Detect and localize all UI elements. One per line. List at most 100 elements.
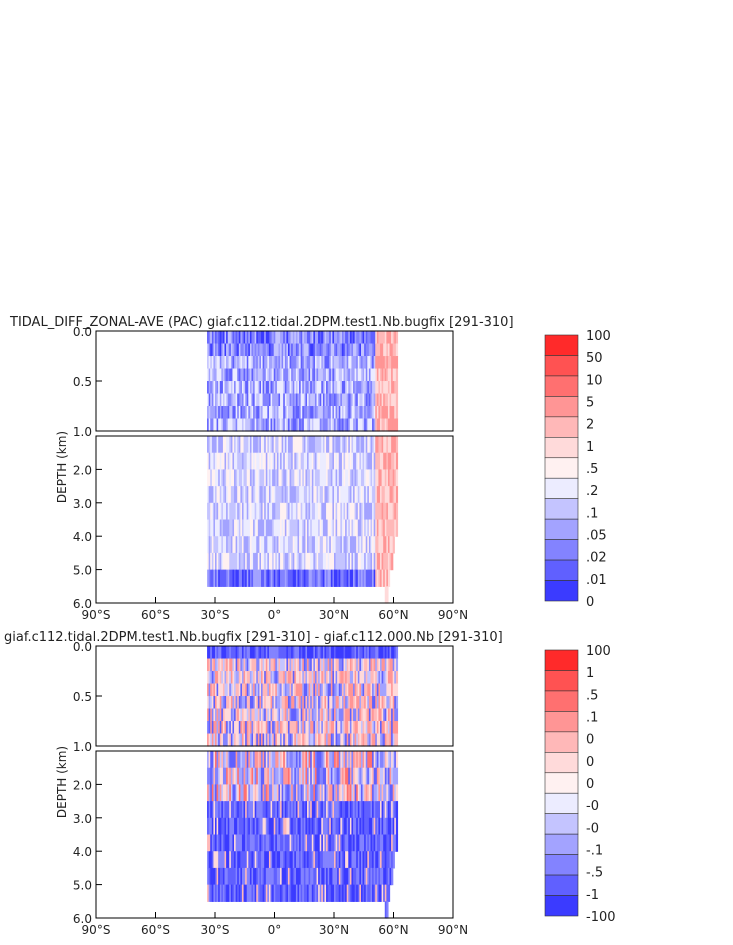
heatmap-cell [246, 708, 249, 722]
heatmap-cell [230, 733, 234, 747]
heatmap-cell [383, 486, 386, 504]
heatmap-cell [362, 552, 365, 571]
heatmap-cell [224, 552, 227, 571]
heatmap-cell [275, 867, 278, 886]
heatmap-cell [324, 646, 327, 660]
heatmap-cell [297, 646, 300, 660]
heatmap-cell [253, 381, 256, 395]
heatmap-cell [237, 658, 240, 672]
heatmap-cell [241, 418, 245, 432]
heatmap-cell [302, 784, 305, 802]
heatmap-cell [261, 552, 264, 571]
heatmap-cell [313, 569, 316, 587]
heatmap-cell [326, 469, 329, 487]
heatmap-cell [249, 356, 253, 370]
heatmap-cell [335, 418, 338, 432]
heatmap-cell [395, 436, 399, 454]
colorbar-swatch [544, 457, 579, 479]
heatmap-cell [341, 519, 345, 537]
heatmap-cell [359, 393, 362, 407]
heatmap-cell [307, 569, 310, 587]
heatmap-cell [270, 801, 273, 819]
heatmap-cell [291, 658, 294, 672]
heatmap-cell [351, 784, 354, 802]
heatmap-cell [240, 708, 243, 722]
heatmap-cell [376, 552, 380, 571]
heatmap-cell [218, 721, 221, 735]
heatmap-cell [299, 552, 302, 571]
heatmap-cell [332, 683, 335, 697]
heatmap-cell [302, 721, 305, 735]
heatmap-cell [372, 671, 375, 685]
heatmap-cell [337, 671, 340, 685]
heatmap-cell [356, 708, 359, 722]
heatmap-cell [337, 751, 340, 769]
heatmap-cell [230, 406, 234, 420]
heatmap-cell [354, 834, 357, 852]
heatmap-cell [313, 393, 316, 407]
heatmap-cell [322, 469, 326, 487]
heatmap-cell [326, 486, 329, 504]
heatmap-cell [276, 767, 280, 785]
heatmap-cell [286, 452, 289, 470]
colorbar-label: .05 [586, 529, 607, 544]
heatmap-cell [294, 393, 297, 407]
heatmap-cell [229, 368, 232, 382]
heatmap-cell [224, 569, 227, 587]
heatmap-cell [303, 884, 307, 902]
heatmap-cell [229, 696, 232, 710]
heatmap-cell [267, 851, 270, 869]
heatmap-cell [380, 569, 383, 587]
heatmap-cell [308, 696, 311, 710]
heatmap-cell [365, 683, 368, 697]
heatmap-cell [276, 646, 280, 660]
heatmap-cell [264, 519, 267, 537]
heatmap-cell [294, 381, 297, 395]
heatmap-cell [368, 552, 372, 571]
heatmap-cell [227, 452, 230, 470]
heatmap-cell [283, 817, 286, 836]
heatmap-cell [389, 436, 392, 454]
heatmap-cell [365, 406, 368, 420]
heatmap-cell [237, 406, 240, 420]
heatmap-field [207, 646, 399, 919]
heatmap-cell [337, 343, 340, 357]
heatmap-cell [308, 436, 311, 454]
heatmap-cell [229, 331, 232, 345]
heatmap-cell [376, 393, 380, 407]
heatmap-cell [245, 552, 248, 571]
heatmap-cell [227, 884, 230, 902]
heatmap-cell [273, 867, 276, 886]
heatmap-cell [394, 671, 397, 685]
heatmap-cell [378, 406, 381, 420]
heatmap-cell [287, 801, 291, 819]
heatmap-cell [356, 381, 359, 395]
heatmap-cell [245, 784, 248, 802]
heatmap-cell [215, 343, 218, 357]
heatmap-cell [218, 817, 221, 836]
heatmap-cell [380, 884, 383, 902]
heatmap-cell [289, 436, 292, 454]
heatmap-cell [384, 536, 387, 554]
heatmap-cell [291, 552, 294, 571]
heatmap-cell [321, 658, 324, 672]
heatmap-cell [384, 406, 387, 420]
heatmap-cell [360, 406, 364, 420]
colorbar-label: 50 [586, 351, 603, 366]
heatmap-cell [313, 502, 316, 521]
heatmap-cell [311, 486, 314, 504]
heatmap-cell [389, 552, 392, 571]
heatmap-cell [221, 436, 224, 454]
heatmap-cell [256, 834, 259, 852]
heatmap-cell [310, 393, 313, 407]
heatmap-cell [297, 356, 300, 370]
heatmap-cell [261, 817, 264, 836]
heatmap-cell [280, 406, 283, 420]
heatmap-cell [254, 536, 257, 554]
heatmap-cell [313, 469, 316, 487]
heatmap-cell [337, 646, 340, 660]
heatmap-cell [281, 767, 284, 785]
heatmap-cell [365, 343, 368, 357]
heatmap-cell [213, 851, 216, 869]
heatmap-cell [273, 751, 276, 769]
